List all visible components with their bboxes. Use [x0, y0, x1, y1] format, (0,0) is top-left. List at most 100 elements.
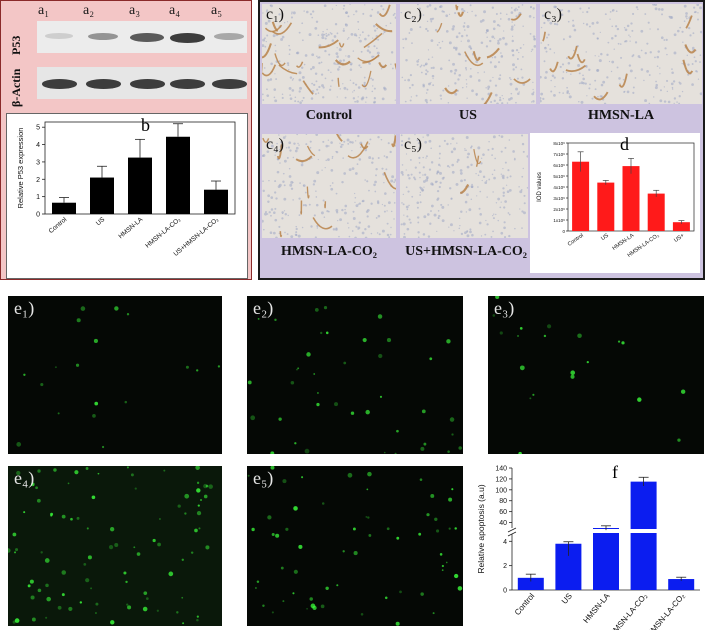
ihc-nucleus [699, 6, 702, 9]
chart-d-ytick-label: 1x10⁶ [553, 218, 565, 223]
ihc-nucleus [387, 223, 389, 225]
ihc-nucleus [498, 135, 500, 137]
ihc-nucleus [521, 189, 523, 191]
ihc-nucleus [423, 65, 425, 67]
ihc-nucleus [343, 172, 346, 175]
ihc-nucleus [324, 4, 327, 7]
ihc-nucleus [325, 38, 327, 40]
ihc-nucleus [493, 214, 494, 215]
ihc-stained-vessel [566, 66, 586, 72]
ihc-nucleus [394, 134, 395, 135]
ihc-nucleus [421, 65, 423, 67]
ihc-nucleus [342, 83, 343, 84]
ihc-nucleus [456, 142, 457, 143]
fluorescent-cell [143, 591, 147, 595]
chart-d-bar [597, 183, 614, 231]
ihc-nucleus [499, 38, 502, 41]
ihc-nucleus [277, 171, 280, 174]
ihc-nucleus [679, 95, 681, 97]
fluorescent-cell [77, 517, 80, 520]
ihc-nucleus [449, 166, 450, 167]
ihc-nucleus [646, 70, 649, 73]
ihc-nucleus [614, 35, 616, 37]
fluorescent-cell [137, 552, 141, 556]
ihc-nucleus [345, 97, 347, 99]
chart-d-ytick-label: 4x10⁶ [553, 185, 565, 190]
ihc-nucleus [417, 64, 419, 66]
ihc-nucleus [692, 63, 694, 65]
ihc-nucleus [579, 8, 581, 10]
ihc-nucleus [386, 210, 387, 211]
ihc-nucleus [357, 135, 359, 137]
ihc-nucleus [487, 88, 489, 90]
ihc-nucleus [568, 21, 570, 23]
ihc-nucleus [661, 13, 663, 15]
ihc-nucleus [340, 88, 341, 89]
ihc-nucleus [674, 52, 677, 55]
ihc-nucleus [359, 40, 362, 43]
ihc-nucleus [486, 45, 488, 47]
ihc-nucleus [393, 192, 394, 193]
ihc-nucleus [510, 83, 513, 86]
fluorescent-cell [312, 606, 316, 610]
ihc-nucleus [329, 89, 331, 91]
fluorescent-cell [85, 578, 89, 582]
ihc-nucleus [606, 76, 608, 78]
fluorescent-cell [365, 410, 369, 414]
ihc-nucleus [591, 98, 593, 100]
ihc-nucleus [512, 54, 514, 56]
ihc-stained-vessel [458, 12, 463, 16]
caption-us-hmsn-la-co2: US+HMSN-LA-CO₂ [396, 244, 536, 260]
ihc-nucleus [324, 50, 326, 52]
fluorescent-cell [321, 604, 325, 608]
ihc-nucleus [440, 67, 443, 70]
ihc-nucleus [658, 8, 661, 11]
ihc-nucleus [377, 202, 379, 204]
ihc-nucleus [407, 228, 410, 231]
blotActin-band-3 [130, 79, 165, 89]
chart-b-xtick-label: US [95, 216, 107, 228]
ihc-nucleus [428, 235, 430, 237]
ihc-nucleus [506, 13, 508, 15]
caption-hmsn-la: HMSN-LA [540, 108, 702, 124]
ihc-nucleus [453, 47, 456, 50]
ihc-nucleus [635, 77, 637, 79]
ihc-nucleus [403, 203, 405, 205]
chart-f-ytick-label: 40 [499, 520, 507, 527]
ihc-nucleus [426, 5, 428, 7]
ihc-nucleus [636, 6, 638, 8]
ihc-nucleus [295, 234, 297, 236]
ihc-nucleus [287, 21, 288, 22]
fluorescent-cell [380, 396, 382, 398]
fluorescent-cell [126, 604, 128, 606]
ihc-nucleus [501, 102, 503, 104]
ihc-nucleus [549, 48, 551, 50]
fluorescent-cell [92, 495, 96, 499]
ihc-nucleus [637, 9, 638, 10]
ihc-nucleus [527, 187, 528, 189]
ihc-nucleus [301, 22, 303, 24]
ihc-nucleus [291, 16, 293, 18]
ihc-nucleus [664, 86, 665, 87]
ihc-nucleus [655, 7, 658, 10]
ihc-nucleus [335, 227, 337, 229]
ihc-nucleus [481, 158, 482, 159]
ihc-nucleus [271, 208, 274, 211]
ihc-nucleus [410, 74, 412, 76]
ihc-nucleus [452, 63, 455, 66]
blotActin-band-2 [86, 79, 121, 89]
ihc-nucleus [562, 77, 564, 79]
ihc-nucleus [511, 93, 513, 95]
ihc-nucleus [427, 213, 430, 216]
ihc-nucleus [627, 91, 630, 94]
ihc-nucleus [597, 37, 599, 39]
ihc-nucleus [611, 25, 613, 27]
ihc-nucleus [695, 60, 697, 62]
ihc-nucleus [368, 143, 370, 145]
ihc-nucleus [512, 40, 514, 42]
ihc-nucleus [292, 89, 295, 92]
ihc-nucleus [485, 32, 487, 34]
ihc-nucleus [684, 20, 686, 22]
fluorescent-cell [181, 597, 183, 599]
